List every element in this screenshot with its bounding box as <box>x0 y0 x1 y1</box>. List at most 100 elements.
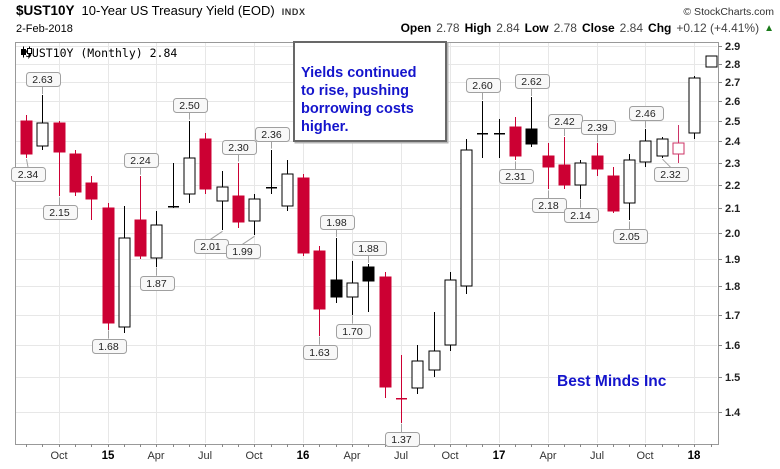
price-callout: 2.63 <box>26 72 61 95</box>
close-value: 2.84 <box>619 21 644 35</box>
candlestick <box>232 163 245 228</box>
callout-value: 1.88 <box>358 243 379 255</box>
callout-value: 1.98 <box>326 217 347 229</box>
callout-value: 1.37 <box>391 434 412 446</box>
candlestick <box>53 121 66 196</box>
callout-value: 2.46 <box>635 108 656 120</box>
y-axis-label: 1.5 <box>725 372 740 384</box>
candlestick <box>411 345 424 394</box>
callout-value: 1.87 <box>146 278 167 290</box>
candlestick <box>558 137 571 189</box>
x-axis-label: Apr <box>147 450 164 462</box>
x-axis-label: Jul <box>198 450 212 462</box>
candlestick <box>396 355 407 423</box>
callout-value: 2.63 <box>32 74 53 86</box>
legend-text: $UST10Y (Monthly) 2.84 <box>25 46 178 60</box>
open-value: 2.78 <box>436 21 460 35</box>
price-callout: 2.15 <box>43 197 78 220</box>
callout-value: 2.18 <box>538 200 559 212</box>
watermark-text: Best Minds Inc <box>557 373 667 390</box>
candlestick <box>509 117 522 160</box>
price-callout: 2.62 <box>515 74 550 97</box>
open-label: Open <box>400 21 432 35</box>
y-axis-label: 2.1 <box>725 203 740 215</box>
candlestick <box>69 150 82 196</box>
candlestick <box>688 76 701 139</box>
x-axis-label: 16 <box>297 450 310 462</box>
candlestick <box>591 143 604 176</box>
price-callout: 1.87 <box>140 267 175 291</box>
x-axis-label: 15 <box>102 450 115 462</box>
change-label: Chg <box>648 21 672 35</box>
x-axis-label: Jul <box>590 450 604 462</box>
series-legend: $UST10Y (Monthly) 2.84 <box>20 46 177 60</box>
candlestick <box>216 171 229 230</box>
chart-header: $UST10Y 10-Year US Treasury Yield (EOD) … <box>16 3 774 18</box>
price-callout: 2.24 <box>124 153 159 175</box>
candlestick <box>297 174 310 256</box>
price-callout: 2.32 <box>654 158 689 182</box>
x-axis-label: Oct <box>50 450 67 462</box>
price-callout: 2.18 <box>532 190 567 213</box>
price-callout: 1.99 <box>226 235 261 259</box>
candlestick <box>672 125 685 163</box>
candlestick <box>36 95 49 150</box>
candlestick <box>428 312 441 377</box>
candlestick <box>281 160 294 211</box>
callout-value: 2.31 <box>505 171 526 183</box>
candlestick <box>639 129 652 167</box>
exchange-label: INDX <box>281 7 306 17</box>
price-callout: 1.98 <box>320 215 355 237</box>
callout-value: 1.70 <box>342 326 363 338</box>
x-axis-label: 18 <box>688 450 701 462</box>
callout-value: 2.42 <box>554 116 575 128</box>
copyright-text: © StockCharts.com <box>683 6 774 18</box>
close-label: Close <box>581 21 615 35</box>
x-axis-label: 17 <box>493 450 506 462</box>
candlestick <box>313 246 326 336</box>
chart-date: 2-Feb-2018 <box>16 23 73 35</box>
high-label: High <box>464 21 492 35</box>
candlestick <box>379 272 392 398</box>
x-axis-label: Apr <box>343 450 360 462</box>
candlestick <box>574 160 587 199</box>
candlestick <box>266 150 277 194</box>
y-axis-label: 2.7 <box>725 77 740 89</box>
y-axis-label: 1.8 <box>725 281 740 293</box>
up-arrow-icon: ▲ <box>764 23 774 34</box>
callout-value: 1.63 <box>309 347 330 359</box>
high-value: 2.84 <box>496 21 520 35</box>
price-callout: 1.63 <box>303 336 338 360</box>
candlestick <box>460 139 473 294</box>
price-callout: 2.36 <box>255 127 290 149</box>
callout-value: 2.14 <box>570 210 591 222</box>
price-callout: 1.70 <box>336 315 371 339</box>
x-axis-label: Oct <box>441 450 458 462</box>
quote-bar: 2-Feb-2018 Open 2.78 High 2.84 Low 2.78 … <box>16 21 774 35</box>
ohlc-quote: Open 2.78 High 2.84 Low 2.78 Close 2.84 … <box>401 21 774 35</box>
candlestick <box>330 238 343 303</box>
symbol-label: $UST10Y <box>16 3 75 18</box>
y-axis-label: 2.2 <box>725 180 740 192</box>
callout-value: 2.24 <box>130 155 151 167</box>
price-callout: 2.50 <box>173 98 208 120</box>
callout-value: 2.34 <box>18 169 39 181</box>
candlestick <box>183 121 196 203</box>
x-axis-label: Jul <box>394 450 408 462</box>
candlestick <box>542 143 555 189</box>
annotation-text: Yields continued to rise, pushing borrow… <box>301 65 417 135</box>
x-axis-label: Oct <box>636 450 653 462</box>
candlestick <box>494 119 505 158</box>
callout-value: 1.68 <box>98 341 119 353</box>
candlestick <box>20 115 33 158</box>
price-callout: 2.30 <box>222 140 257 162</box>
candlestick <box>607 167 620 213</box>
price-callout: 1.37 <box>385 424 420 447</box>
candlestick <box>150 211 163 267</box>
price-callout: 2.34 <box>11 159 46 182</box>
candlestick <box>168 163 179 208</box>
y-axis-label: 2.6 <box>725 96 740 108</box>
callout-value: 2.15 <box>49 207 70 219</box>
